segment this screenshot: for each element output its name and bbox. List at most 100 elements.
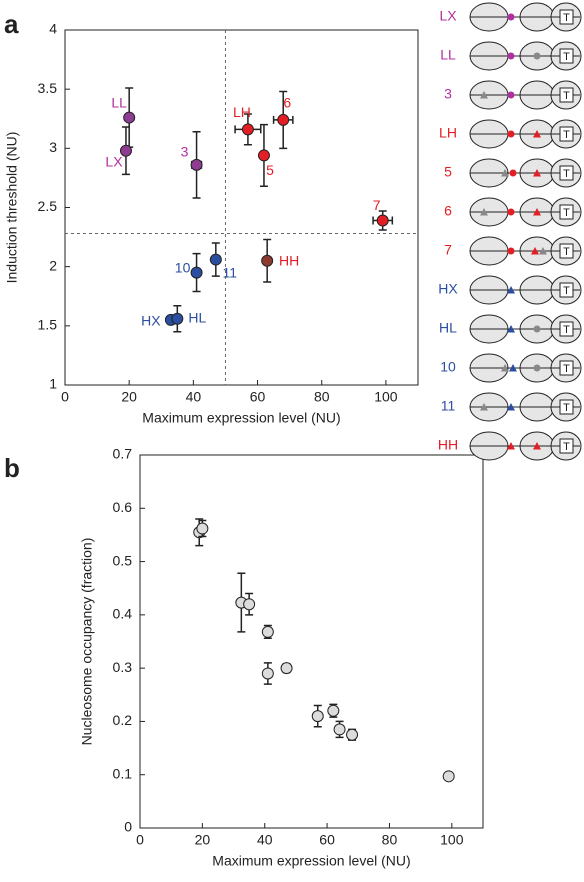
y-tick-label: 2.5: [38, 198, 58, 214]
y-tick-label: 0.1: [113, 765, 133, 781]
y-tick-label: 0.6: [113, 499, 133, 515]
y-tick-label: 0: [124, 819, 132, 835]
point: [243, 598, 256, 611]
construct-label: 3: [444, 86, 452, 102]
y-tick-label: 3.5: [38, 80, 58, 96]
site-circle: [507, 52, 515, 60]
panel-label: a: [4, 9, 19, 39]
x-tick-label: 100: [374, 389, 398, 405]
gene-box: [559, 204, 574, 220]
site-circle: [507, 247, 515, 255]
site-triangle: [531, 247, 539, 255]
point-label: LH: [233, 104, 251, 120]
construct-label: 6: [444, 203, 452, 219]
site-triangle: [501, 364, 509, 372]
point: [257, 149, 270, 162]
construct-label: LL: [440, 47, 456, 63]
gene-symbol: T: [563, 441, 570, 453]
gene-box: [559, 87, 574, 103]
point: [241, 123, 254, 136]
point: [190, 158, 203, 171]
site-circle: [509, 169, 517, 177]
y-tick-label: 1: [49, 376, 57, 392]
gene-box: [559, 360, 574, 376]
point: [333, 723, 346, 736]
gene-symbol: T: [563, 402, 570, 414]
point: [171, 312, 184, 325]
gene-box: [559, 438, 574, 454]
site-circle: [507, 13, 515, 21]
gene-box: [559, 321, 574, 337]
point: [261, 625, 274, 638]
x-axis-label: Maximum expression level (NU): [142, 410, 340, 426]
construct-label: HX: [438, 281, 458, 297]
site-circle: [533, 52, 541, 60]
site-triangle: [507, 286, 515, 294]
point: [209, 253, 222, 266]
site-circle: [507, 130, 515, 138]
point-label: HH: [279, 252, 299, 268]
construct-label: HH: [438, 437, 458, 453]
gene-symbol: T: [563, 324, 570, 336]
x-axis-label: Maximum expression level (NU): [212, 853, 410, 869]
point: [327, 704, 340, 717]
site-triangle: [480, 403, 488, 411]
gene-symbol: T: [563, 363, 570, 375]
x-tick-label: 80: [314, 389, 330, 405]
y-tick-label: 0.5: [113, 552, 133, 568]
site-circle: [533, 364, 541, 372]
site-triangle: [501, 169, 509, 177]
panel-label: b: [4, 453, 20, 483]
site-triangle: [507, 325, 515, 333]
construct-label: 7: [444, 242, 452, 258]
point-label: 11: [223, 264, 238, 280]
site-triangle: [533, 130, 541, 138]
y-tick-label: 3: [49, 139, 57, 155]
y-tick-label: 1.5: [38, 317, 58, 333]
gene-box: [559, 399, 574, 415]
gene-symbol: T: [563, 51, 570, 63]
site-triangle: [480, 208, 488, 216]
construct-label: HL: [439, 320, 457, 336]
gene-symbol: T: [563, 246, 570, 258]
point-label: LL: [111, 94, 127, 110]
gene-symbol: T: [563, 129, 570, 141]
gene-box: [559, 9, 574, 25]
point-label: 3: [181, 144, 189, 160]
site-triangle: [509, 364, 517, 372]
point-label: HL: [188, 309, 206, 325]
gene-symbol: T: [563, 168, 570, 180]
construct-label: LH: [439, 125, 457, 141]
point: [196, 522, 209, 535]
gene-box: [559, 126, 574, 142]
point: [190, 266, 203, 279]
x-tick-label: 0: [136, 832, 144, 848]
site-triangle: [533, 169, 541, 177]
y-axis-label: Induction threshold (NU): [4, 132, 20, 284]
point: [119, 144, 132, 157]
site-triangle: [507, 442, 515, 450]
x-tick-label: 20: [121, 389, 137, 405]
gene-symbol: T: [563, 285, 570, 297]
site-circle: [507, 208, 515, 216]
y-tick-label: 0.4: [113, 606, 133, 622]
x-tick-label: 80: [382, 832, 398, 848]
site-triangle: [480, 91, 488, 99]
point-label: 7: [373, 197, 381, 213]
y-tick-label: 0.3: [113, 659, 133, 675]
site-triangle: [533, 208, 541, 216]
gene-box: [559, 48, 574, 64]
y-axis-label: Nucleosome occupancy (fraction): [79, 538, 95, 746]
y-tick-label: 0.7: [113, 446, 133, 462]
point: [442, 770, 455, 783]
point: [376, 214, 389, 227]
point: [123, 111, 136, 124]
y-tick-label: 4: [49, 21, 57, 37]
construct-label: 5: [444, 164, 452, 180]
x-tick-label: 40: [186, 389, 202, 405]
site-circle: [507, 91, 515, 99]
point: [280, 662, 293, 675]
gene-box: [559, 282, 574, 298]
plot-frame: [64, 29, 419, 386]
